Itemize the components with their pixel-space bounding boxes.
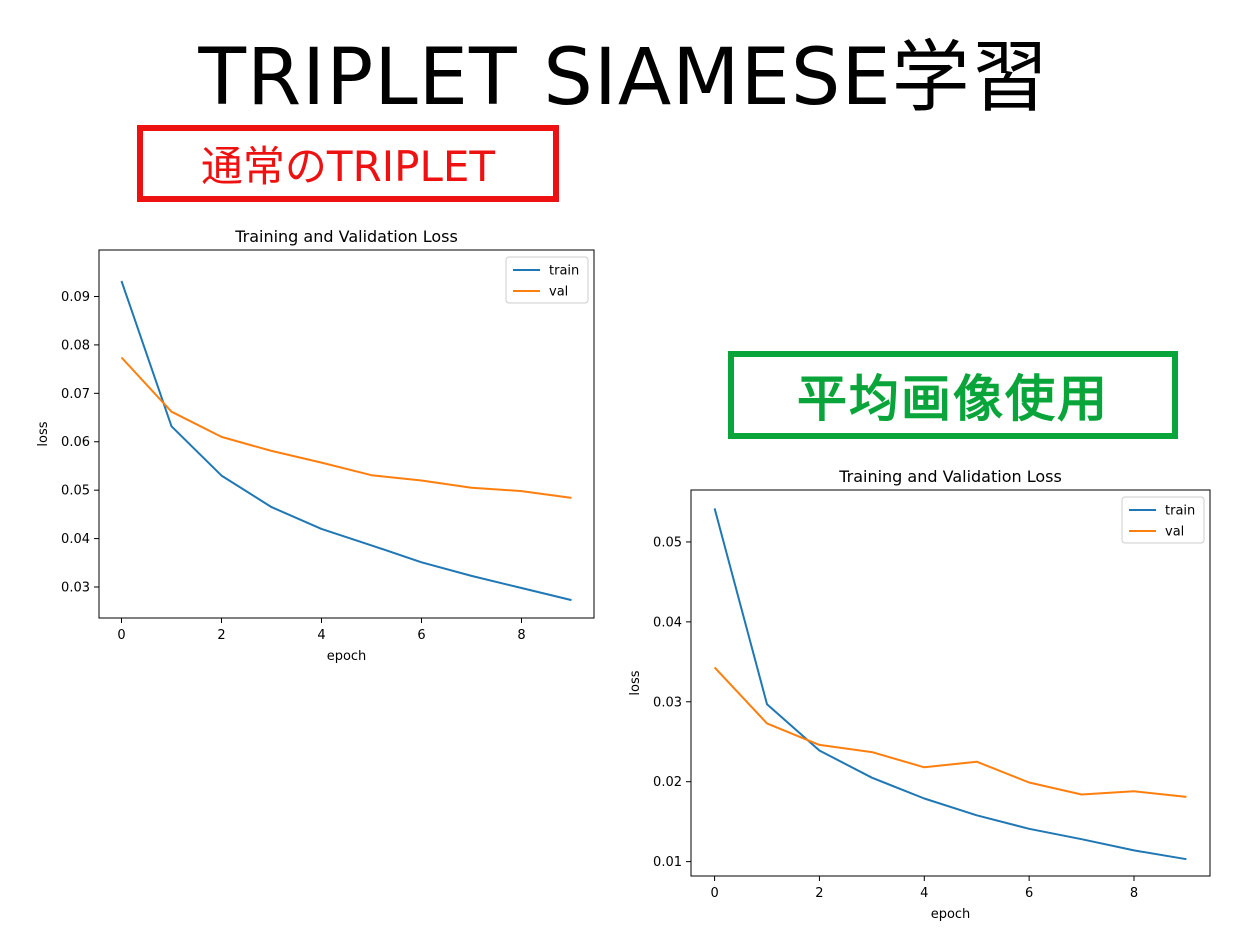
standard-triplet-label: 通常のTRIPLET xyxy=(137,125,559,202)
chart-average-image: Training and Validation Loss 0 2 4 6 8 0.01 0.0… xyxy=(628,467,1211,922)
average-image-label: 平均画像使用 xyxy=(728,351,1178,439)
legend-label-train: train xyxy=(1165,504,1195,519)
y-tick-label: 0.03 xyxy=(61,581,90,596)
legend-label-val: val xyxy=(1165,525,1184,540)
x-tick-label: 2 xyxy=(217,628,225,643)
chart-title: Training and Validation Loss xyxy=(838,467,1062,486)
x-tick-label: 4 xyxy=(920,886,928,901)
y-axis-label: loss xyxy=(36,421,51,446)
chart-standard-triplet: Training and Validation Loss 0 2 4 6 8 0.03 0.0… xyxy=(36,227,595,664)
y-axis-label: loss xyxy=(628,670,643,695)
x-tick-label: 2 xyxy=(815,886,823,901)
y-tick-label: 0.03 xyxy=(653,695,682,710)
y-tick-label: 0.05 xyxy=(653,535,682,550)
plot-frame xyxy=(98,249,595,619)
page-title: TRIPLET SIAMESE学習 xyxy=(198,33,1050,123)
legend-label-train: train xyxy=(549,264,579,279)
series-line-val xyxy=(120,356,572,499)
x-tick-label: 6 xyxy=(1025,886,1033,901)
y-tick-label: 0.01 xyxy=(653,855,682,870)
x-tick-label: 4 xyxy=(317,628,325,643)
plot-frame xyxy=(690,489,1211,877)
chart-title: Training and Validation Loss xyxy=(234,227,458,246)
x-axis-label: epoch xyxy=(327,649,367,664)
x-tick-label: 6 xyxy=(417,628,425,643)
x-tick-label: 8 xyxy=(517,628,525,643)
y-tick-label: 0.07 xyxy=(61,387,90,402)
series-line-val xyxy=(713,666,1187,798)
series-line-train xyxy=(713,508,1187,861)
series-line-train xyxy=(120,280,572,602)
x-tick-label: 8 xyxy=(1130,886,1138,901)
x-axis-label: epoch xyxy=(931,907,971,922)
y-tick-label: 0.04 xyxy=(653,615,682,630)
x-tick-label: 0 xyxy=(710,886,718,901)
y-tick-label: 0.06 xyxy=(61,435,90,450)
y-tick-label: 0.08 xyxy=(61,338,90,353)
x-tick-label: 0 xyxy=(117,628,125,643)
y-tick-label: 0.04 xyxy=(61,532,90,547)
legend-label-val: val xyxy=(549,285,568,300)
y-tick-label: 0.05 xyxy=(61,484,90,499)
y-tick-label: 0.02 xyxy=(653,775,682,790)
y-tick-label: 0.09 xyxy=(61,290,90,305)
